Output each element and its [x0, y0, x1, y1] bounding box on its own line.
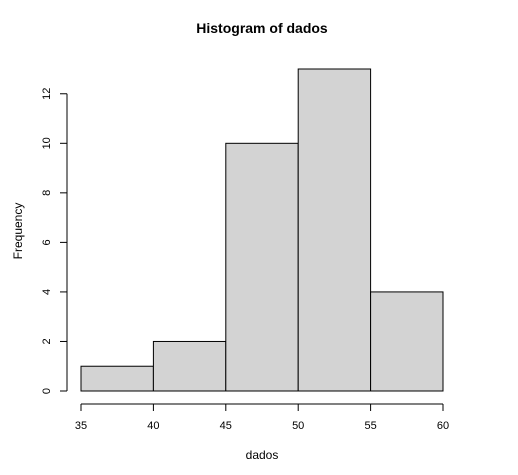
x-tick-label: 45: [220, 420, 232, 432]
x-tick-label: 55: [364, 420, 376, 432]
y-tick-label: 6: [41, 239, 53, 245]
chart-title: Histogram of dados: [196, 20, 328, 36]
histogram-bar-45-50: [225, 142, 299, 392]
y-tick-label: 10: [41, 137, 53, 149]
histogram-bar-35-40: [80, 365, 154, 392]
y-axis: 0 2 4 6 8 10 12: [41, 88, 68, 394]
x-axis: 35 40 45 50 55 60: [75, 403, 449, 432]
histogram-bar-50-55: [297, 68, 372, 392]
y-tick-label: 4: [41, 289, 53, 295]
bars-group: [80, 68, 444, 392]
histogram-bar-40-45: [152, 340, 227, 392]
x-axis-label: dados: [246, 448, 279, 462]
x-tick-label: 60: [437, 420, 449, 432]
y-tick-label: 0: [41, 388, 53, 394]
x-tick-label: 35: [75, 420, 87, 432]
y-axis-label: Frequency: [11, 203, 25, 260]
x-tick-label: 40: [147, 420, 159, 432]
y-tick-label: 12: [41, 88, 53, 100]
x-tick-label: 50: [292, 420, 304, 432]
histogram-bar-55-60: [370, 291, 444, 392]
y-tick-label: 2: [41, 338, 53, 344]
y-tick-label: 8: [41, 190, 53, 196]
